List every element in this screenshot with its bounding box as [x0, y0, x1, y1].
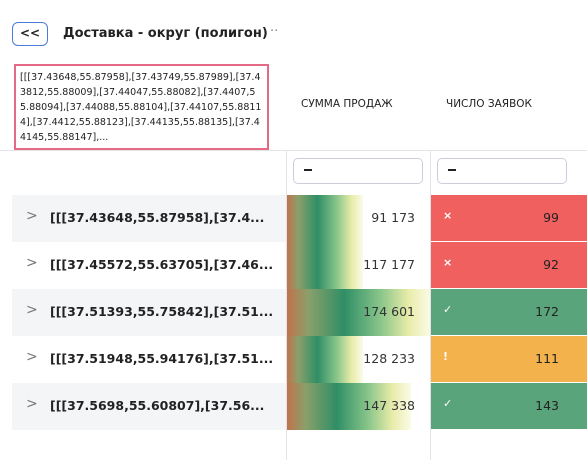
status-icon: × — [443, 256, 453, 269]
sales-value: 174 601 — [363, 304, 415, 319]
table-row[interactable]: > [[[37.43648,55.87958],[37.4... 91 173 × 99 — [0, 195, 587, 242]
sales-value: 147 338 — [363, 398, 415, 413]
table-row[interactable]: > [[[37.51393,55.75842],[37.51... 174 601 ✓… — [0, 289, 587, 336]
menu[interactable]: ·· — [270, 24, 279, 39]
row-label[interactable]: > [[[37.43648,55.87958],[37.4... — [12, 195, 286, 242]
sales-bar — [287, 289, 430, 336]
expand-icon[interactable]: > — [26, 208, 38, 224]
count-value: 99 — [543, 210, 559, 225]
count-cell: × 99 — [431, 195, 587, 241]
column-header[interactable]: ЧИСЛО ЗАЯВОК — [446, 98, 533, 110]
status-icon: ✓ — [443, 397, 453, 410]
sales-bar — [287, 195, 363, 242]
count-cell: × 92 — [431, 242, 587, 288]
status-icon: ! — [443, 350, 449, 363]
table-row[interactable]: > [[[37.5698,55.60807],[37.56... 147 338 ✓ 1… — [0, 383, 587, 430]
expand-icon[interactable]: > — [26, 255, 38, 271]
label-text: [[[37.43648,55.87958],[37.4... — [50, 210, 265, 225]
label-text: [[[37.5698,55.60807],[37.56... — [50, 398, 265, 413]
row-label[interactable]: > [[[37.51948,55.94176],[37.51... — [12, 336, 286, 383]
count-value: 111 — [535, 351, 559, 366]
row-label[interactable]: > [[[37.5698,55.60807],[37.56... — [12, 383, 286, 430]
count-value: 143 — [535, 398, 559, 413]
expand-icon[interactable]: > — [26, 302, 38, 318]
sales-bar — [287, 336, 363, 383]
divider — [0, 150, 587, 151]
expand-icon[interactable]: > — [26, 396, 38, 412]
divider — [430, 150, 431, 460]
count-cell: ✓ 172 — [431, 289, 587, 335]
table-row[interactable]: > [[[37.51948,55.94176],[37.51... 128 233!… — [0, 336, 587, 383]
label-text: [[[37.45572,55.63705],[37.46... — [50, 257, 274, 272]
column-header[interactable]: [[[37.43648,55.87958],[37.43749,55.87989… — [14, 64, 269, 150]
row-label[interactable]: > [[[37.45572,55.63705],[37.46... — [12, 242, 286, 289]
label-text: [[[37.51393,55.75842],[37.51... — [50, 304, 274, 319]
column-header[interactable]: СУММА ПРОДАЖ — [301, 98, 393, 110]
count-cell: ! 111 — [431, 336, 587, 382]
filter-input[interactable] — [293, 158, 423, 184]
divider — [286, 150, 287, 460]
expand-icon[interactable]: > — [26, 349, 38, 365]
table-row[interactable]: > [[[37.45572,55.63705],[37.46... 117 177 ×… — [0, 242, 587, 289]
status-icon: × — [443, 209, 453, 222]
row-label[interactable]: > [[[37.51393,55.75842],[37.51... — [12, 289, 286, 336]
sales-bar — [287, 242, 363, 289]
status-icon: ✓ — [443, 303, 453, 316]
label-text: [[[37.51948,55.94176],[37.51... — [50, 351, 274, 366]
sales-value: 128 233 — [363, 351, 415, 366]
count-value: 172 — [535, 304, 559, 319]
count-value: 92 — [543, 257, 559, 272]
title: Доставка - округ (полигон) — [63, 26, 268, 41]
back-button[interactable]: << — [12, 22, 48, 46]
filter-input[interactable] — [437, 158, 567, 184]
sales-value: 117 177 — [363, 257, 415, 272]
sales-value: 91 173 — [371, 210, 415, 225]
sales-bar — [287, 383, 411, 430]
count-cell: ✓ 143 — [431, 383, 587, 429]
